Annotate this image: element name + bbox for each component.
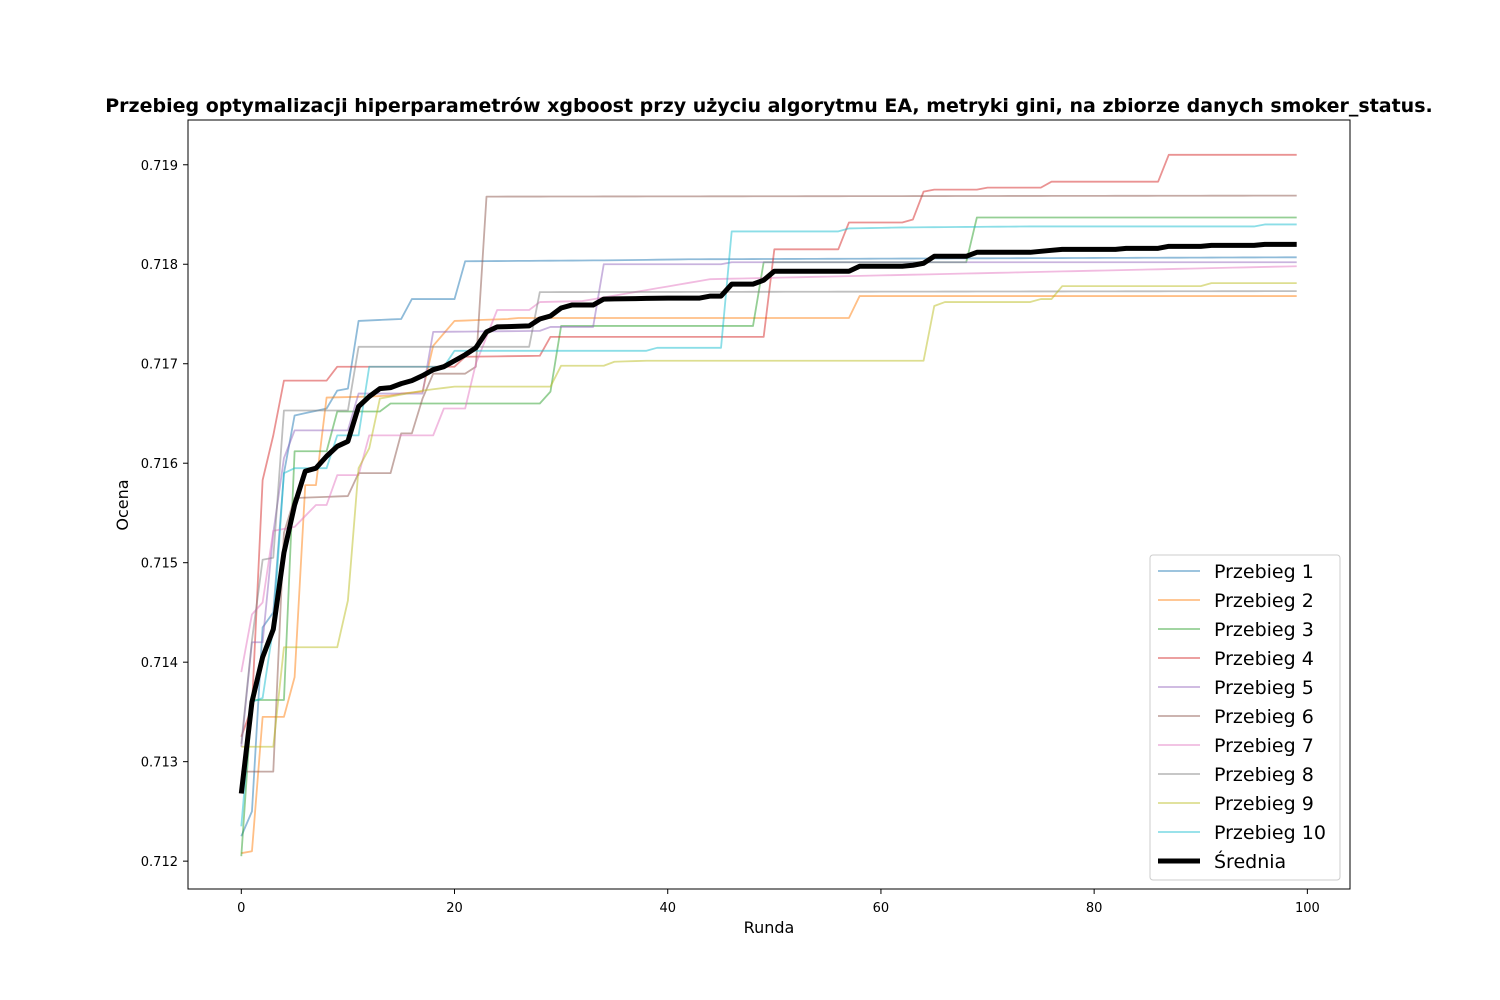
legend-label: Przebieg 2 (1214, 590, 1314, 612)
series-line-8 (240, 290, 1297, 744)
legend-label: Średnia (1214, 849, 1286, 873)
legend-label: Przebieg 6 (1214, 706, 1314, 728)
legend-label: Przebieg 10 (1214, 822, 1326, 844)
y-axis-label: Ocena (113, 479, 132, 530)
legend-label: Przebieg 1 (1214, 561, 1314, 583)
legend-label: Przebieg 7 (1214, 735, 1314, 757)
series-line-6 (241, 194, 1297, 773)
series-line-10 (240, 223, 1297, 827)
legend-label: Przebieg 8 (1214, 764, 1314, 786)
legend-label: Przebieg 4 (1214, 648, 1314, 670)
y-tick-label: 0.716 (141, 457, 178, 472)
x-axis: 0 20 40 60 80 100 (237, 889, 1320, 916)
x-tick-label: 60 (873, 901, 890, 916)
y-tick-label: 0.714 (141, 656, 178, 671)
y-tick-label: 0.717 (141, 358, 178, 373)
legend-label: Przebieg 9 (1214, 793, 1314, 815)
series-line-srednia (238, 241, 1297, 794)
plot-area-frame (187, 119, 1351, 890)
legend-label: Przebieg 3 (1214, 619, 1314, 641)
x-tick-label: 100 (1295, 901, 1320, 916)
x-axis-label: Runda (744, 918, 795, 937)
legend-box (1149, 554, 1341, 881)
x-tick-label: 40 (659, 901, 676, 916)
series-line-9 (241, 282, 1297, 748)
series-line-1 (240, 256, 1297, 837)
series-line-5 (240, 261, 1297, 747)
y-tick-label: 0.715 (141, 557, 178, 572)
x-tick-label: 20 (446, 901, 463, 916)
x-tick-label: 80 (1086, 901, 1103, 916)
series-layer (238, 153, 1297, 857)
chart-title: Przebieg optymalizacji hiperparametrów x… (105, 95, 1433, 117)
y-tick-label: 0.713 (141, 756, 178, 771)
legend-label: Przebieg 5 (1214, 677, 1314, 699)
y-tick-label: 0.712 (141, 855, 178, 870)
y-tick-label: 0.719 (141, 159, 178, 174)
y-tick-label: 0.718 (141, 258, 178, 273)
y-axis: 0.712 0.713 0.714 0.715 0.716 0.717 0.718 0.719 (141, 159, 188, 870)
x-tick-label: 0 (237, 901, 245, 916)
legend: Przebieg 1 Przebieg 2 Przebieg 3 Przebieg 4… (1149, 554, 1341, 881)
